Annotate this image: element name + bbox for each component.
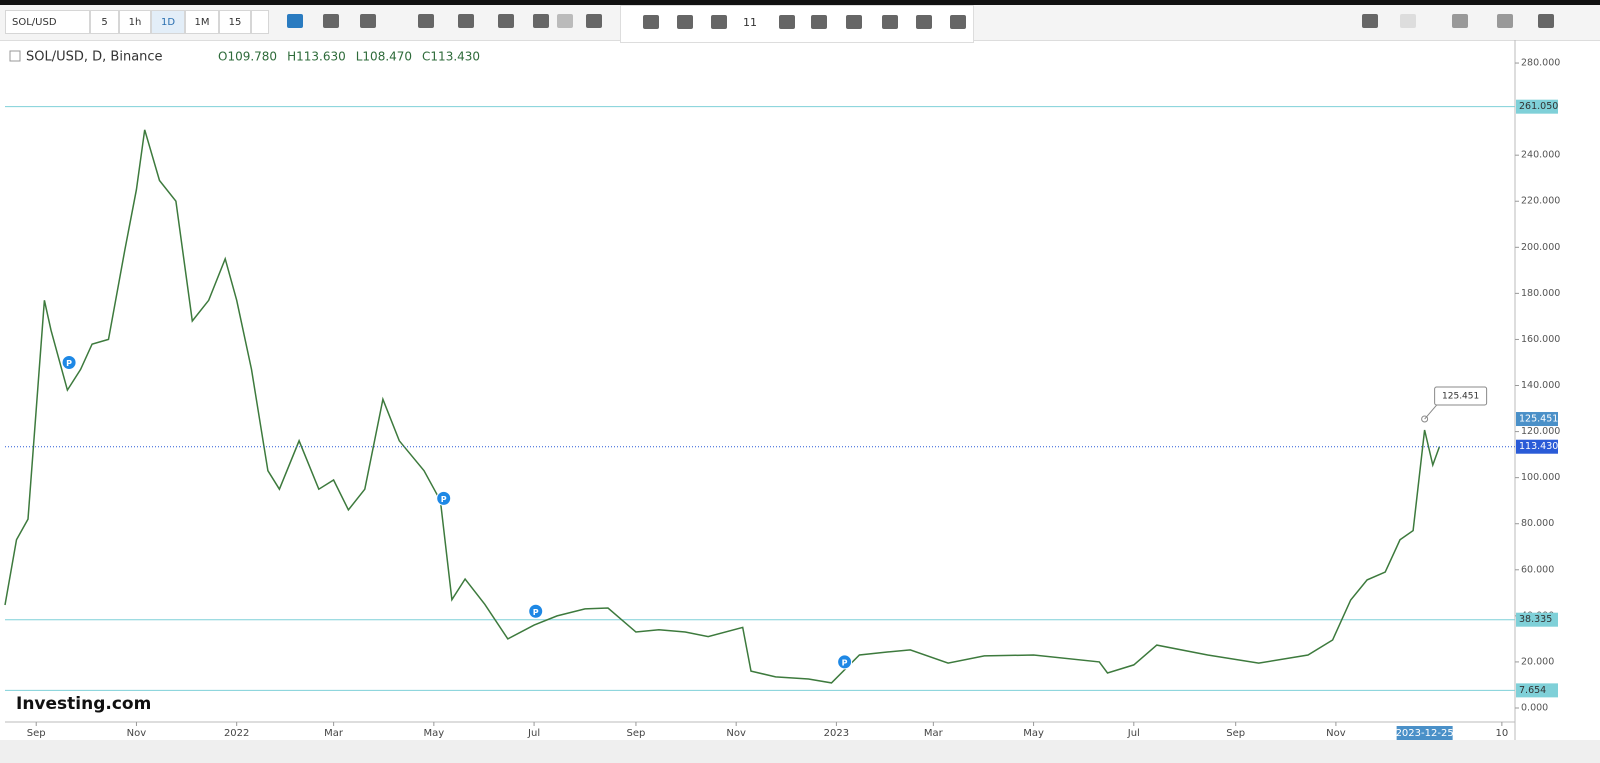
logo: Investing.com <box>16 694 151 714</box>
x-tick-label: Mar <box>924 728 944 739</box>
marker-label: P <box>842 658 848 667</box>
price-label: 38.335 <box>1519 614 1552 625</box>
redo-icon[interactable] <box>557 14 573 28</box>
y-tick-label: 20.000 <box>1521 656 1554 667</box>
y-tick-label: 80.000 <box>1521 518 1554 529</box>
cursor-date-bg <box>1396 726 1453 740</box>
interval-button[interactable]: 1M <box>185 10 219 34</box>
fill-icon[interactable] <box>677 15 693 29</box>
pen-icon[interactable] <box>711 15 727 29</box>
callout-label: 125.451 <box>1442 392 1479 402</box>
x-tick-label: 2022 <box>224 728 249 739</box>
bottom-strip <box>0 740 1600 763</box>
text-color-icon[interactable] <box>643 15 659 29</box>
fullscreen-icon[interactable] <box>1538 14 1554 28</box>
settings-icon[interactable] <box>418 14 434 28</box>
legend-ohlc: O109.780 <box>218 50 277 64</box>
legend-ohlc: H113.630 <box>287 50 346 64</box>
alert-icon[interactable] <box>586 14 602 28</box>
line-width[interactable]: 11 <box>743 16 757 29</box>
marker <box>61 354 77 370</box>
x-tick-label: Sep <box>627 728 646 739</box>
undo-icon[interactable] <box>533 14 549 28</box>
top-strip <box>0 0 1600 5</box>
legend-ohlc: L108.470 <box>356 50 412 64</box>
y-tick-label: 220.000 <box>1521 196 1560 207</box>
y-tick-label: 60.000 <box>1521 564 1554 575</box>
template-icon[interactable] <box>1400 14 1416 28</box>
bars-icon[interactable] <box>360 14 376 28</box>
interval-button[interactable]: 1h <box>119 10 151 34</box>
hide-icon[interactable] <box>916 15 932 29</box>
y-tick-label: 180.000 <box>1521 288 1560 299</box>
callout-connector <box>1424 404 1438 420</box>
interval-dropdown[interactable] <box>251 10 269 34</box>
cursor-date: 2023-12-25 <box>1396 728 1454 739</box>
layer-icon[interactable] <box>811 15 827 29</box>
interval-button[interactable]: 1D <box>151 10 185 34</box>
x-tick-label: Jul <box>527 728 540 739</box>
x-tick-label: Nov <box>726 728 746 739</box>
symbol-input[interactable]: SOL/USD <box>5 10 90 34</box>
x-tick-label: Jul <box>1127 728 1140 739</box>
line-icon[interactable] <box>323 14 339 28</box>
y-tick-label: 0.000 <box>1521 702 1548 713</box>
chart-type-icon[interactable] <box>287 14 303 28</box>
toolbar: SOL/USD 5 1h 1D 1M 15 11 <box>0 5 1600 43</box>
legend-symbol: SOL/USD, D, Binance <box>26 50 163 65</box>
x-tick-label: Sep <box>27 728 46 739</box>
x-tick-label: 10 <box>1495 728 1508 739</box>
y-tick-label: 200.000 <box>1521 242 1560 253</box>
interval-button[interactable]: 5 <box>90 10 119 34</box>
y-tick-label: 160.000 <box>1521 334 1560 345</box>
x-tick-label: Sep <box>1226 728 1245 739</box>
legend-ohlc: C113.430 <box>422 50 480 64</box>
load-icon[interactable] <box>1452 14 1468 28</box>
marker <box>528 603 544 619</box>
compare-icon[interactable] <box>498 14 514 28</box>
settings-icon[interactable] <box>779 15 795 29</box>
last-price-bg <box>1516 439 1558 454</box>
price-label-bg <box>1516 99 1558 114</box>
callout-axis-bg <box>1516 412 1558 427</box>
lock-icon[interactable] <box>882 15 898 29</box>
snapshot-icon[interactable] <box>1362 14 1378 28</box>
y-tick-label: 120.000 <box>1521 426 1560 437</box>
callout-axis-label: 125.451 <box>1519 414 1558 425</box>
clone-icon[interactable] <box>846 15 862 29</box>
indicators-icon[interactable] <box>458 14 474 28</box>
price-label: 7.654 <box>1519 685 1546 696</box>
interval-button[interactable]: 15 <box>219 10 251 34</box>
drawing-toolbar: 11 <box>620 5 974 43</box>
y-tick-label: 240.000 <box>1521 150 1560 161</box>
y-tick-label: 280.000 <box>1521 58 1560 69</box>
marker-label: P <box>441 495 447 504</box>
price-line <box>4 129 1441 684</box>
marker <box>436 490 452 506</box>
last-price-label: 113.430 <box>1519 441 1558 452</box>
x-tick-label: Nov <box>1326 728 1346 739</box>
x-tick-label: May <box>424 728 445 739</box>
price-label-bg <box>1516 612 1558 627</box>
collapse-icon[interactable] <box>9 50 21 62</box>
x-tick-label: Nov <box>127 728 147 739</box>
delete-icon[interactable] <box>950 15 966 29</box>
x-tick-label: Mar <box>324 728 344 739</box>
price-label-bg <box>1516 683 1558 698</box>
price-label: 261.050 <box>1519 101 1558 112</box>
y-tick-label: 100.000 <box>1521 472 1560 483</box>
x-tick-label: May <box>1023 728 1044 739</box>
marker <box>837 654 853 670</box>
callout-box <box>1434 386 1488 406</box>
y-tick-label: 140.000 <box>1521 380 1560 391</box>
save-icon[interactable] <box>1497 14 1513 28</box>
x-tick-label: 2023 <box>824 728 849 739</box>
marker-label: P <box>533 608 539 617</box>
marker-label: P <box>66 359 72 368</box>
